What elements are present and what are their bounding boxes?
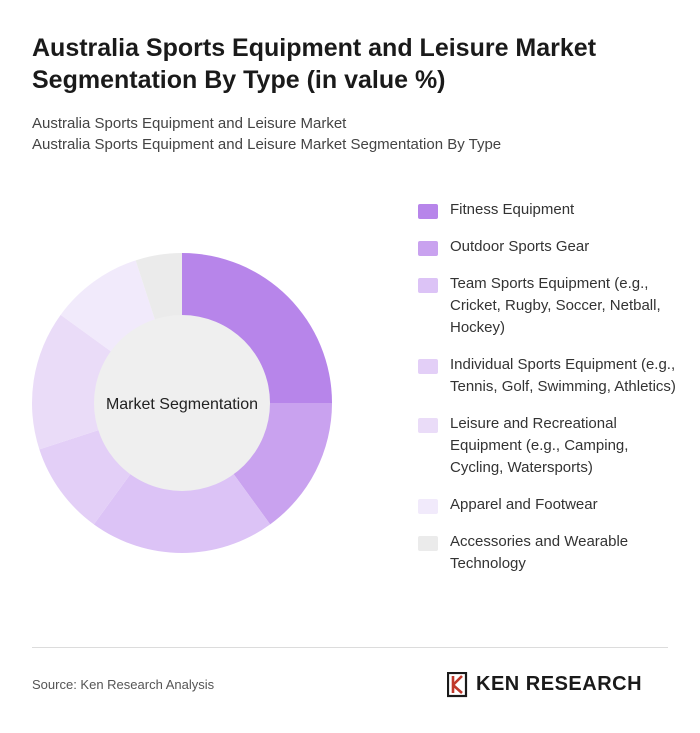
legend-label: Outdoor Sports Gear	[450, 238, 590, 255]
legend-label: Apparel and Footwear	[450, 496, 598, 513]
chart-subtitle: Australia Sports Equipment and Leisure M…	[32, 113, 672, 155]
legend-swatch	[418, 418, 438, 433]
ken-research-logo-text: KEN RESEARCH	[476, 673, 643, 695]
donut-chart: Market Segmentation	[32, 253, 332, 553]
legend-label: Leisure and Recreational Equipment (e.g.…	[450, 415, 629, 476]
donut-center-label: Market Segmentation	[106, 396, 258, 413]
legend-item-3: Team Sports Equipment (e.g., Cricket, Ru…	[418, 273, 678, 339]
legend-item-4: Individual Sports Equipment (e.g., Tenni…	[418, 354, 678, 398]
ken-research-logo-icon	[447, 672, 468, 698]
legend-label: Individual Sports Equipment (e.g., Tenni…	[450, 356, 676, 395]
legend-label: Accessories and Wearable Technology	[450, 533, 629, 572]
legend-item-6: Apparel and Footwear	[418, 494, 678, 516]
legend-item-7: Accessories and Wearable Technology	[418, 531, 678, 575]
subtitle-line-1: Australia Sports Equipment and Leisure M…	[32, 115, 347, 132]
legend-label: Fitness Equipment	[450, 201, 575, 218]
chart-legend: Fitness Equipment Outdoor Sports Gear Team…	[418, 199, 678, 590]
source-note: Source: Ken Research Analysis	[32, 677, 215, 692]
legend-item-2: Outdoor Sports Gear	[418, 236, 678, 258]
legend-swatch	[418, 359, 438, 374]
donut-hole	[94, 315, 270, 491]
legend-item-1: Fitness Equipment	[418, 199, 678, 221]
chart-title: Australia Sports Equipment and Leisure M…	[32, 34, 597, 94]
legend-swatch	[418, 204, 438, 219]
legend-swatch	[418, 499, 438, 514]
legend-item-5: Leisure and Recreational Equipment (e.g.…	[418, 413, 678, 479]
legend-swatch	[418, 278, 438, 293]
footer-divider	[32, 647, 668, 648]
legend-label: Team Sports Equipment (e.g., Cricket, Ru…	[450, 275, 661, 336]
legend-swatch	[418, 241, 438, 256]
subtitle-line-2: Australia Sports Equipment and Leisure M…	[32, 136, 502, 153]
legend-swatch	[418, 536, 438, 551]
ken-research-logo: KEN RESEARCH	[447, 671, 668, 699]
